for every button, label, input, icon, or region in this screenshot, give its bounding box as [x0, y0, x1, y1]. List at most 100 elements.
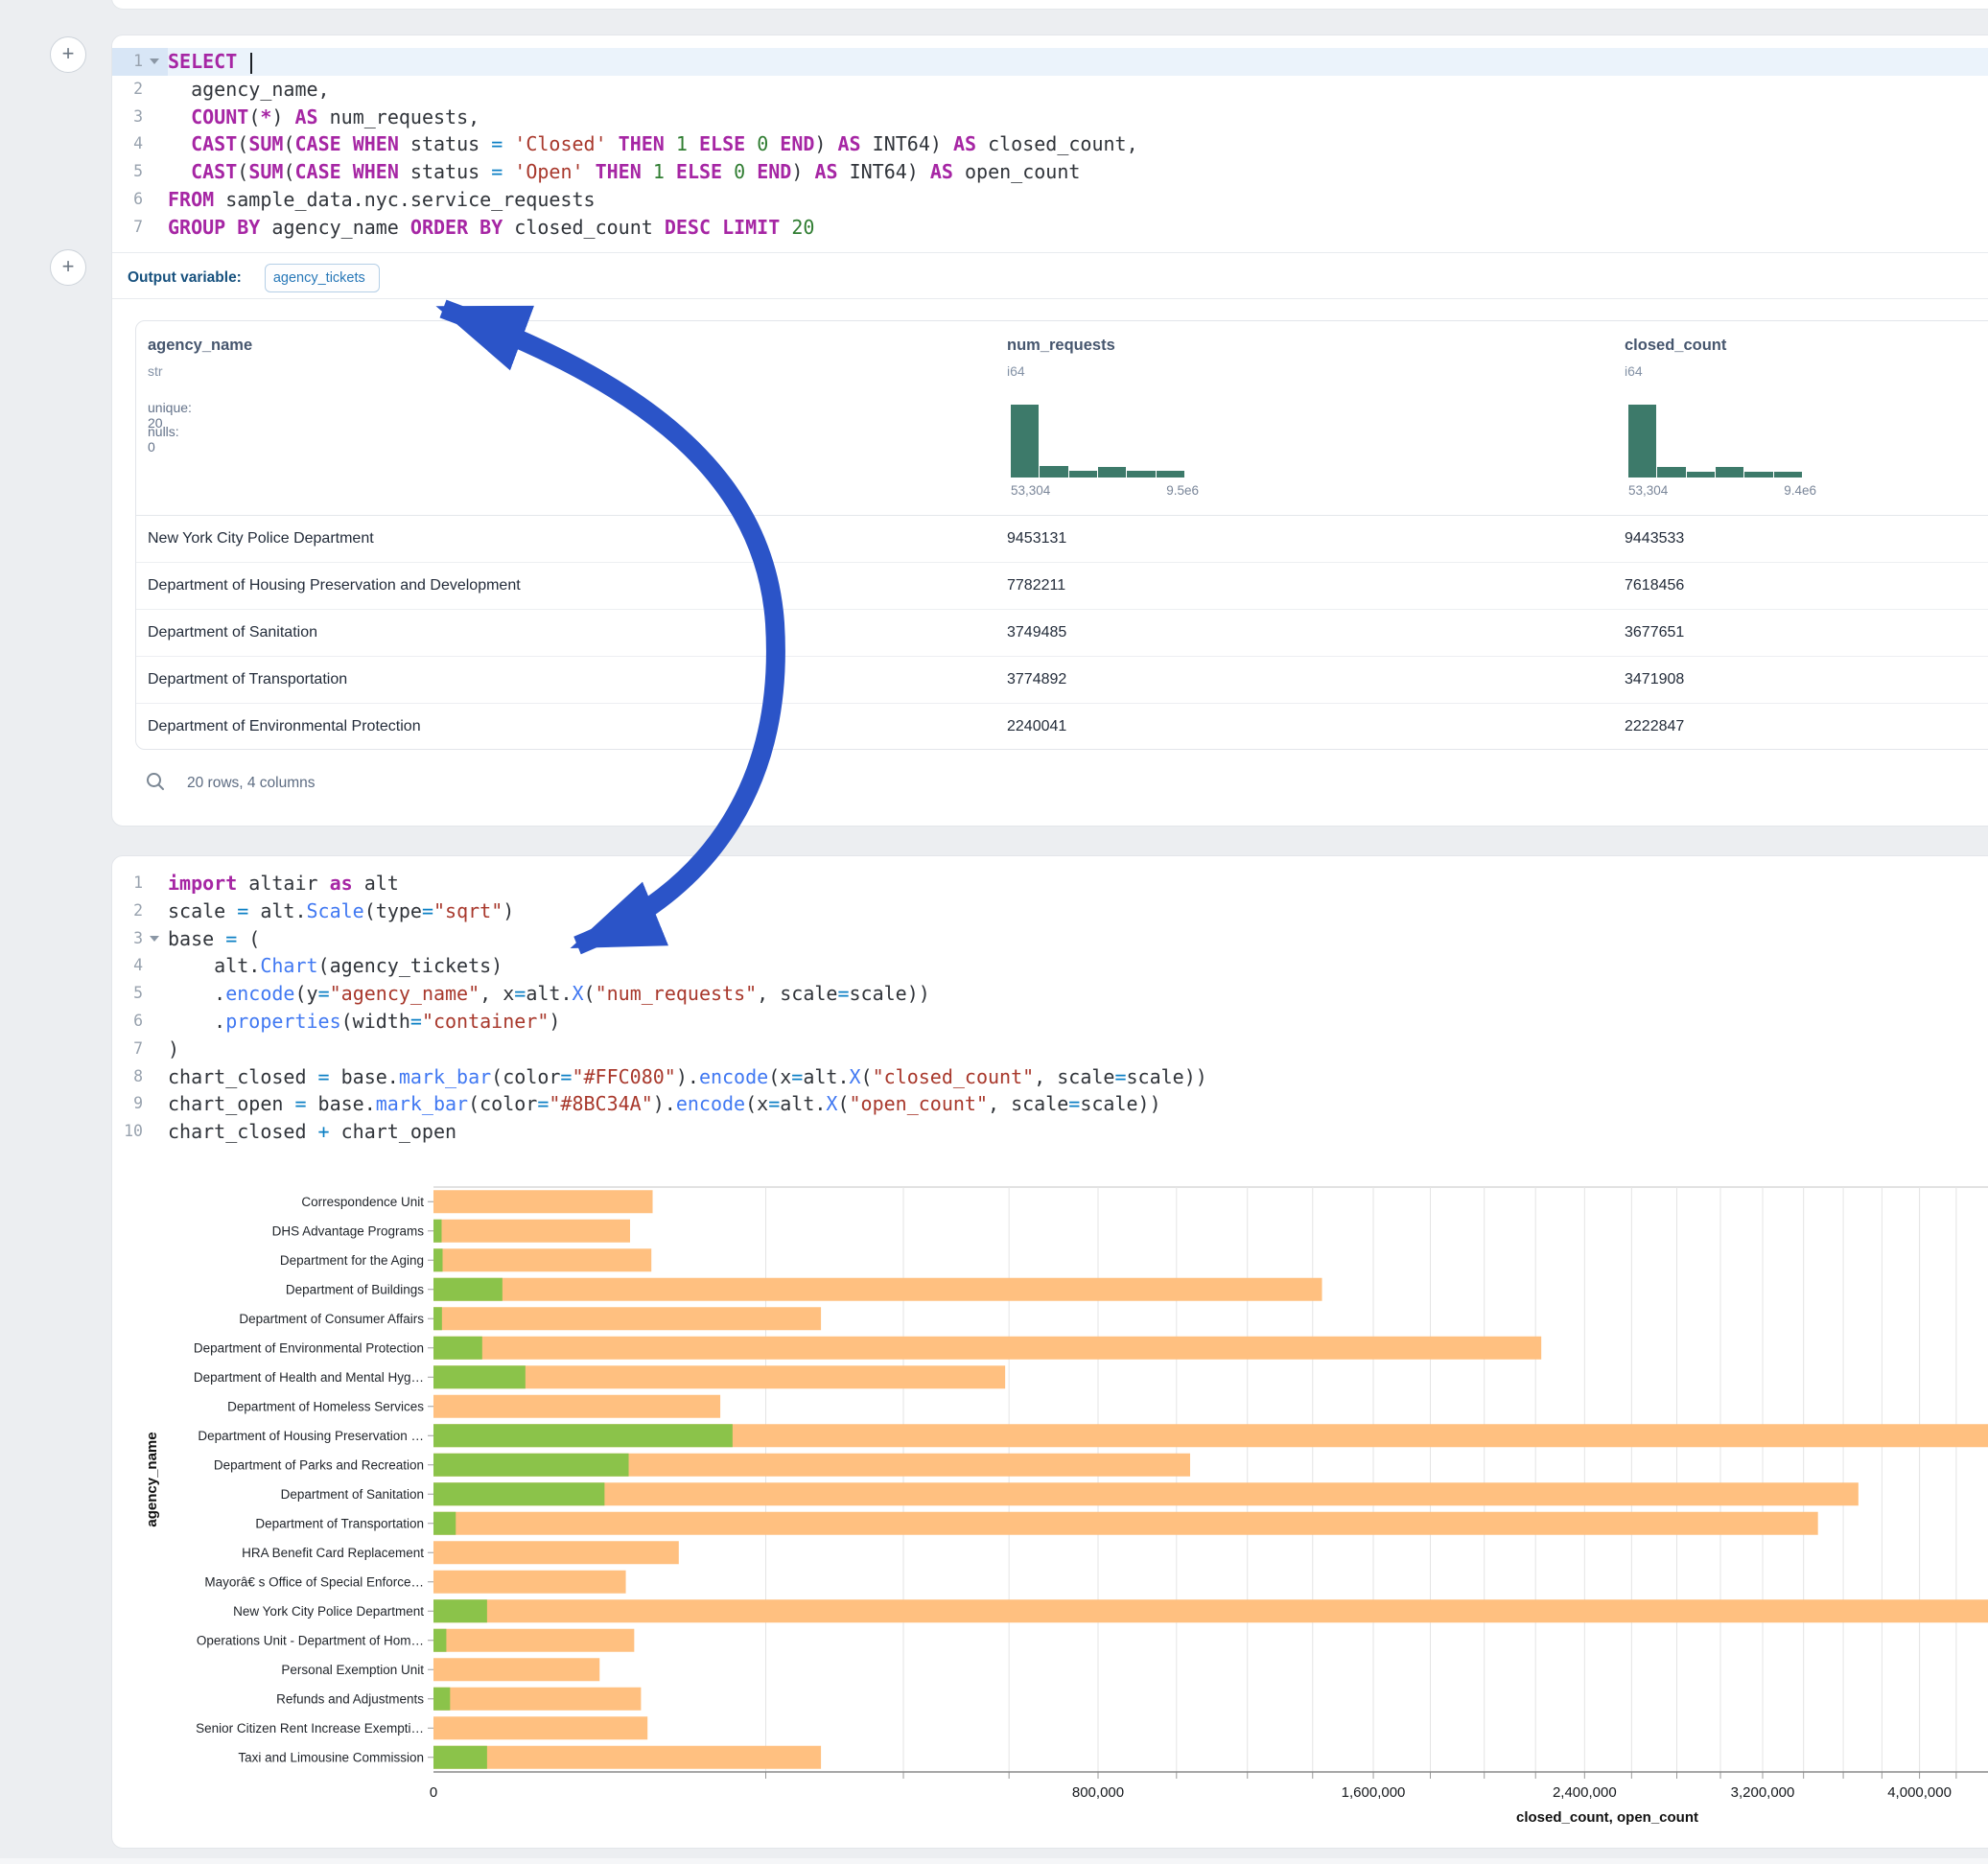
bar-open-count[interactable] — [433, 1307, 442, 1331]
bar-closed-count[interactable] — [433, 1658, 600, 1682]
code-text: chart_closed = base.mark_bar(color="#FFC… — [168, 1064, 1207, 1088]
column-name: num_requests — [1007, 337, 1115, 354]
y-axis-label: Mayorâ€ s Office of Special Enforce… — [204, 1574, 424, 1589]
bar-open-count[interactable] — [433, 1687, 451, 1711]
code-line[interactable]: 1 import altair as alt — [112, 870, 1988, 897]
output-variable-row: Output variable: agency_tickets — [128, 258, 380, 298]
bar-closed-count[interactable] — [433, 1248, 652, 1272]
bar-closed-count[interactable] — [433, 1307, 822, 1331]
search-icon[interactable] — [145, 771, 166, 797]
next-cell-edge — [0, 1858, 1988, 1864]
table-row-count: 20 rows, 4 columns — [187, 775, 316, 791]
line-number-gutter: 5 — [133, 984, 143, 1003]
bar-open-count[interactable] — [433, 1336, 482, 1360]
code-line[interactable]: 1 SELECT — [112, 48, 1988, 76]
bar-closed-count[interactable] — [433, 1687, 642, 1711]
python-code-editor[interactable]: 1 import altair as alt 2 scale = alt.Scale(… — [112, 870, 1988, 1146]
bar-closed-count[interactable] — [433, 1482, 1859, 1506]
histogram-bar — [1657, 466, 1686, 478]
table-cell: 2240041 — [1007, 718, 1067, 734]
code-line[interactable]: 6 FROM sample_data.nyc.service_requests — [112, 186, 1988, 214]
bar-closed-count[interactable] — [433, 1190, 653, 1214]
bar-open-count[interactable] — [433, 1599, 487, 1623]
code-line[interactable]: 5 .encode(y="agency_name", x=alt.X("num_… — [112, 980, 1988, 1008]
table-cell: New York City Police Department — [148, 530, 374, 547]
code-line[interactable]: 2 agency_name, — [112, 76, 1988, 104]
table-row[interactable]: New York City Police Department 9453131 94… — [136, 515, 1988, 563]
code-line[interactable]: 6 .properties(width="container") — [112, 1008, 1988, 1036]
sql-cell: 1 SELECT 2 agency_name, 3 COUNT(*) AS num_… — [111, 35, 1988, 827]
altair-bar-chart[interactable]: Correspondence Unit DHS Advantage Program… — [112, 1176, 1988, 1847]
bar-closed-count[interactable] — [433, 1541, 679, 1565]
code-line[interactable]: 9 chart_open = base.mark_bar(color="#8BC3… — [112, 1090, 1988, 1118]
bar-open-count[interactable] — [433, 1511, 456, 1535]
bar-open-count[interactable] — [433, 1453, 629, 1477]
fold-chevron-icon[interactable] — [143, 58, 166, 65]
code-text: agency_name, — [168, 77, 330, 101]
table-row[interactable]: Department of Environmental Protection 22… — [136, 703, 1988, 749]
bar-open-count[interactable] — [433, 1365, 526, 1389]
bar-closed-count[interactable] — [433, 1628, 635, 1652]
previous-cell-edge — [111, 0, 1988, 10]
bar-closed-count[interactable] — [433, 1570, 626, 1594]
table-cell: 7782211 — [1007, 577, 1066, 594]
bar-open-count[interactable] — [433, 1628, 447, 1652]
bar-open-count[interactable] — [433, 1277, 503, 1301]
code-line[interactable]: 2 scale = alt.Scale(type="sqrt") — [112, 897, 1988, 925]
code-line[interactable]: 4 CAST(SUM(CASE WHEN status = 'Closed' T… — [112, 130, 1988, 158]
table-cell: 9443533 — [1625, 530, 1685, 547]
bar-open-count[interactable] — [433, 1424, 733, 1448]
dataframe-table[interactable]: agency_name str unique: 20 nulls: 0 num_requ… — [135, 320, 1988, 750]
histogram-bar — [1040, 465, 1068, 478]
code-line[interactable]: 4 alt.Chart(agency_tickets) — [112, 952, 1988, 980]
y-axis-label: Department of Buildings — [286, 1282, 424, 1296]
table-cell: 3471908 — [1625, 671, 1685, 687]
code-line[interactable]: 5 CAST(SUM(CASE WHEN status = 'Open' THE… — [112, 158, 1988, 186]
output-variable-chip[interactable]: agency_tickets — [264, 264, 380, 292]
add-cell-button-top[interactable]: + — [50, 36, 86, 73]
y-axis-label: Department of Housing Preservation … — [198, 1429, 424, 1443]
divider — [112, 252, 1988, 253]
code-text: chart_open = base.mark_bar(color="#8BC34… — [168, 1092, 1161, 1116]
bar-closed-count[interactable] — [433, 1511, 1818, 1535]
line-number-gutter: 1 — [112, 48, 168, 76]
fold-chevron-icon[interactable] — [143, 935, 166, 942]
histogram-bar — [1744, 471, 1773, 478]
bar-open-count[interactable] — [433, 1482, 605, 1506]
y-axis-label: Department of Transportation — [255, 1516, 424, 1530]
table-row[interactable]: Department of Housing Preservation and D… — [136, 562, 1988, 610]
code-text: ) — [168, 1037, 180, 1060]
line-number-gutter: 6 — [133, 189, 143, 208]
code-line[interactable]: 3 base = ( — [112, 925, 1988, 953]
bar-closed-count[interactable] — [433, 1716, 648, 1740]
bar-closed-count[interactable] — [433, 1599, 1988, 1623]
column-type: str — [148, 363, 163, 379]
table-row[interactable]: Department of Transportation 3774892 34719… — [136, 656, 1988, 704]
y-axis-label: Department for the Aging — [280, 1253, 424, 1268]
bar-closed-count[interactable] — [433, 1336, 1542, 1360]
code-line[interactable]: 7) — [112, 1036, 1988, 1063]
bar-closed-count[interactable] — [433, 1277, 1322, 1301]
output-variable-label: Output variable: — [128, 269, 242, 286]
bar-open-count[interactable] — [433, 1248, 443, 1272]
sql-code-editor[interactable]: 1 SELECT 2 agency_name, 3 COUNT(*) AS num_… — [112, 48, 1988, 242]
table-cell: 3749485 — [1007, 624, 1067, 641]
bar-closed-count[interactable] — [433, 1394, 721, 1418]
bar-open-count[interactable] — [433, 1219, 442, 1243]
add-cell-button-output[interactable]: + — [50, 249, 86, 286]
code-line[interactable]: 8 chart_closed = base.mark_bar(color="#FF… — [112, 1063, 1988, 1091]
x-axis-tick-label: 2,400,000 — [1553, 1784, 1617, 1801]
bar-closed-count[interactable] — [433, 1745, 822, 1769]
code-line[interactable]: 7 GROUP BY agency_name ORDER BY closed_co… — [112, 214, 1988, 242]
code-text: scale = alt.Scale(type="sqrt") — [168, 898, 515, 922]
bar-closed-count[interactable] — [433, 1219, 630, 1243]
y-axis-label: Department of Health and Mental Hyg… — [194, 1370, 424, 1385]
table-row[interactable]: Department of Sanitation 3749485 3677651 — [136, 609, 1988, 657]
code-line[interactable]: 3 COUNT(*) AS num_requests, — [112, 104, 1988, 131]
bar-open-count[interactable] — [433, 1745, 487, 1769]
bar-closed-count[interactable] — [433, 1365, 1006, 1389]
line-number-gutter: 2 — [133, 900, 143, 920]
line-number-gutter: 2 — [133, 79, 143, 98]
code-line[interactable]: 10 chart_closed + chart_open — [112, 1118, 1988, 1146]
divider — [112, 298, 1988, 299]
